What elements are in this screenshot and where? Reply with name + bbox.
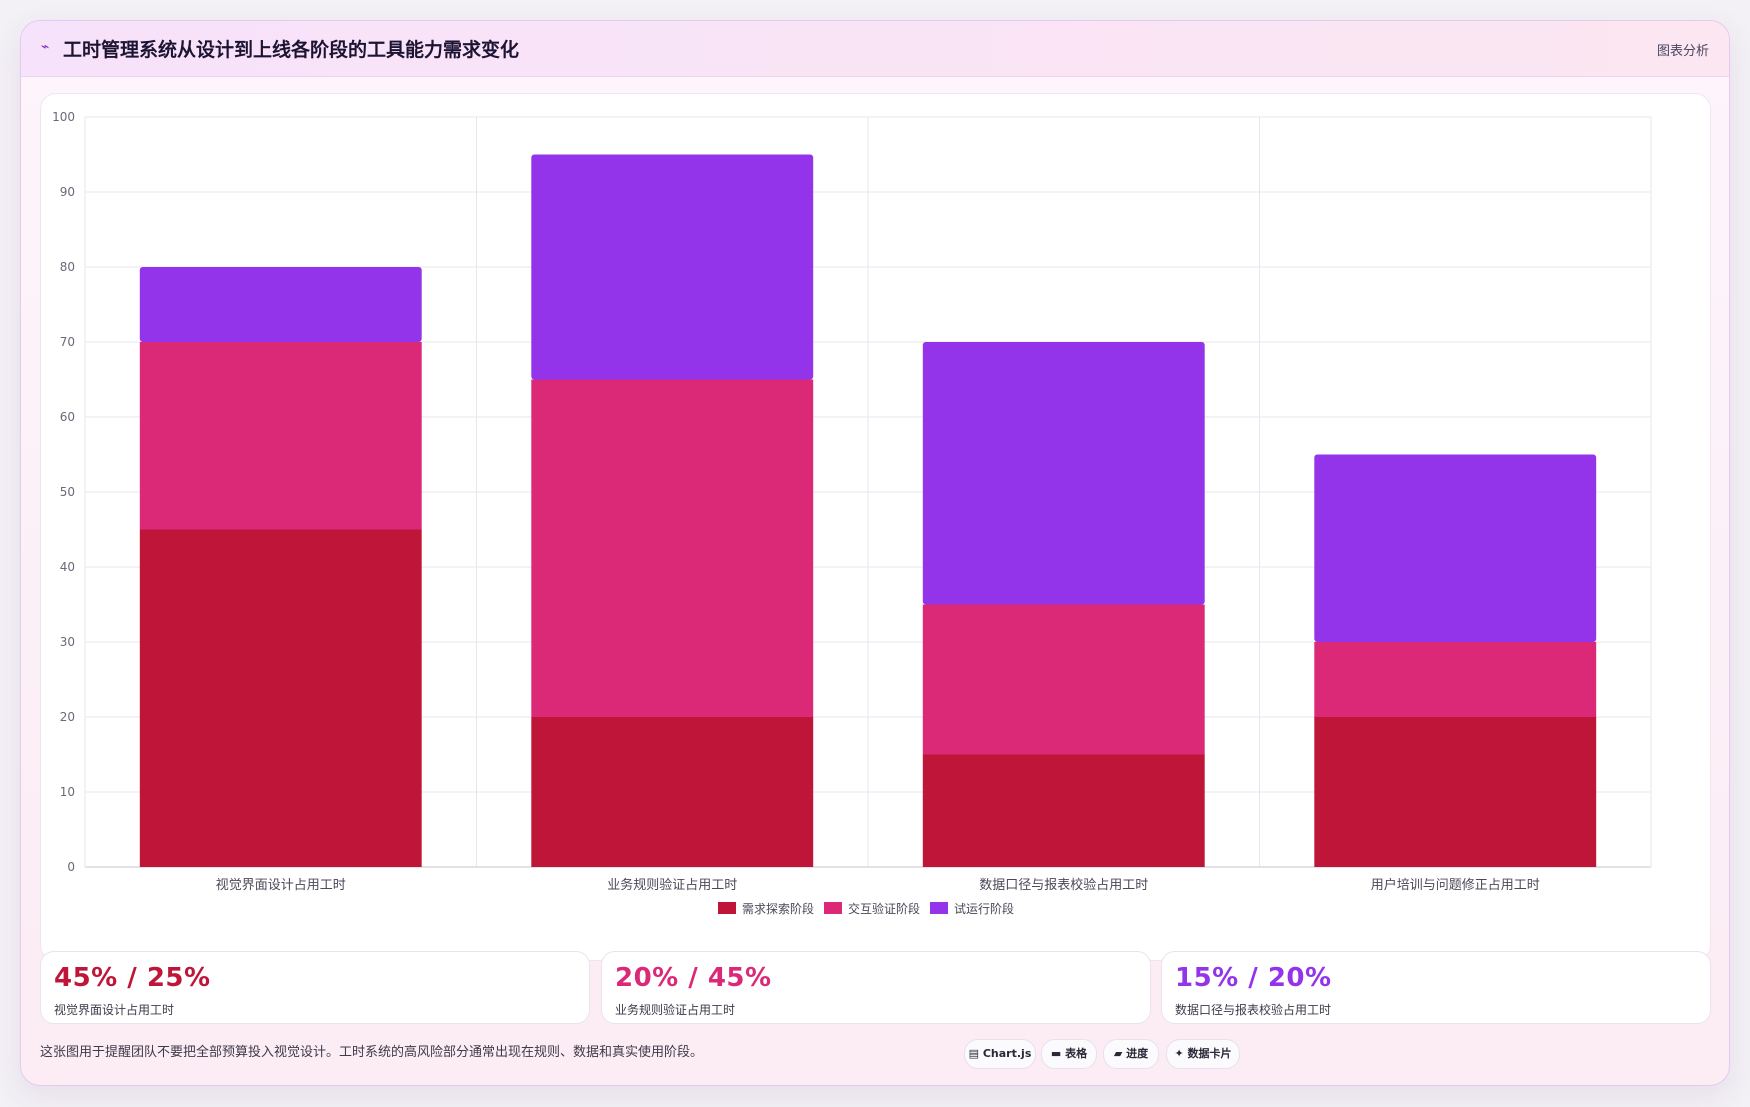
stat-label: 业务规则验证占用工时 xyxy=(615,1003,736,1017)
bar-segment xyxy=(139,342,422,530)
chart-line-icon: ⌁ xyxy=(41,39,50,55)
bar-segment xyxy=(531,379,814,717)
x-tick-label: 用户培训与问题修正占用工时 xyxy=(1371,877,1540,893)
bar-segment xyxy=(922,754,1205,867)
stat-card-visual-design: 45% / 25% 视觉界面设计占用工时 xyxy=(40,951,590,1024)
chart-panel: 0 10 20 30 40 50 60 70 80 90 100 视觉界面设计占用工时 业务规则验证占用… xyxy=(40,93,1711,961)
tag-table[interactable]: ▬ 表格 xyxy=(1041,1039,1097,1069)
y-tick-label: 20 xyxy=(60,710,75,724)
bar-segment xyxy=(1314,642,1597,717)
bar-segment xyxy=(1314,717,1597,867)
tag-label: 进度 xyxy=(1126,1047,1149,1060)
bar-segment xyxy=(139,267,422,342)
y-tick-label: 10 xyxy=(60,785,75,799)
tag-label: 数据卡片 xyxy=(1187,1047,1232,1060)
x-tick-label: 数据口径与报表校验占用工时 xyxy=(979,877,1148,893)
legend-label: 试运行阶段 xyxy=(954,901,1014,916)
table-icon: ▬ xyxy=(1050,1047,1062,1060)
bar-segment xyxy=(922,342,1205,605)
stat-cards: 45% / 25% 视觉界面设计占用工时 20% / 45% 业务规则验证占用工… xyxy=(40,951,1711,1024)
legend-swatch xyxy=(718,902,736,914)
y-tick-label: 100 xyxy=(52,110,75,124)
y-tick-label: 40 xyxy=(60,560,75,574)
x-tick-label: 视觉界面设计占用工时 xyxy=(216,878,346,893)
tag-chartjs[interactable]: ▤ Chart.js xyxy=(964,1039,1036,1069)
tag-label: Chart.js xyxy=(982,1047,1032,1060)
bar-segment xyxy=(531,154,814,380)
stat-value: 15% / 20% xyxy=(1175,963,1332,993)
card-header: ⌁ 工时管理系统从设计到上线各阶段的工具能力需求变化 图表分析 xyxy=(21,21,1729,77)
bar-segment xyxy=(531,717,814,867)
y-tick-label: 60 xyxy=(60,410,75,424)
y-tick-label: 70 xyxy=(60,335,75,349)
bar-segment xyxy=(922,604,1205,755)
footer-note: 这张图用于提醒团队不要把全部预算投入视觉设计。工时系统的高风险部分通常出现在规则… xyxy=(40,1045,704,1060)
y-tick-label: 30 xyxy=(60,635,75,649)
y-tick-label: 90 xyxy=(60,185,75,199)
progress-icon: ▰ xyxy=(1113,1047,1123,1060)
stat-value: 20% / 45% xyxy=(615,963,772,993)
y-tick-label: 0 xyxy=(67,860,75,874)
bar-segment xyxy=(139,529,422,867)
y-tick-label: 50 xyxy=(60,485,75,499)
tag-data-card[interactable]: ✦ 数据卡片 xyxy=(1166,1039,1240,1069)
chart-card: ⌁ 工时管理系统从设计到上线各阶段的工具能力需求变化 图表分析 0 10 20 30 4… xyxy=(20,20,1730,1086)
bar-segment xyxy=(1314,454,1597,642)
chart-icon: ▤ xyxy=(968,1047,980,1060)
y-tick-label: 80 xyxy=(60,260,75,274)
stat-value: 45% / 25% xyxy=(54,963,211,993)
legend-swatch xyxy=(824,902,842,914)
stat-card-data-report: 15% / 20% 数据口径与报表校验占用工时 xyxy=(1161,951,1711,1024)
legend-label: 需求探索阶段 xyxy=(742,901,814,916)
stacked-bar-chart: 0 10 20 30 40 50 60 70 80 90 100 视觉界面设计占用工时 业务规则验证占用… xyxy=(52,110,1652,916)
legend-label: 交互验证阶段 xyxy=(848,901,920,916)
chart-title: 工时管理系统从设计到上线各阶段的工具能力需求变化 xyxy=(63,39,520,61)
stat-label: 数据口径与报表校验占用工时 xyxy=(1175,1003,1332,1017)
legend-swatch xyxy=(930,902,948,914)
tag-label: 表格 xyxy=(1065,1047,1088,1060)
stat-card-business-rules: 20% / 45% 业务规则验证占用工时 xyxy=(601,951,1151,1024)
tag-progress[interactable]: ▰ 进度 xyxy=(1103,1039,1159,1069)
card-icon: ✦ xyxy=(1174,1047,1184,1060)
stat-label: 视觉界面设计占用工时 xyxy=(54,1003,175,1017)
chart-analysis-link[interactable]: 图表分析 xyxy=(1656,44,1709,59)
x-tick-label: 业务规则验证占用工时 xyxy=(607,877,737,893)
